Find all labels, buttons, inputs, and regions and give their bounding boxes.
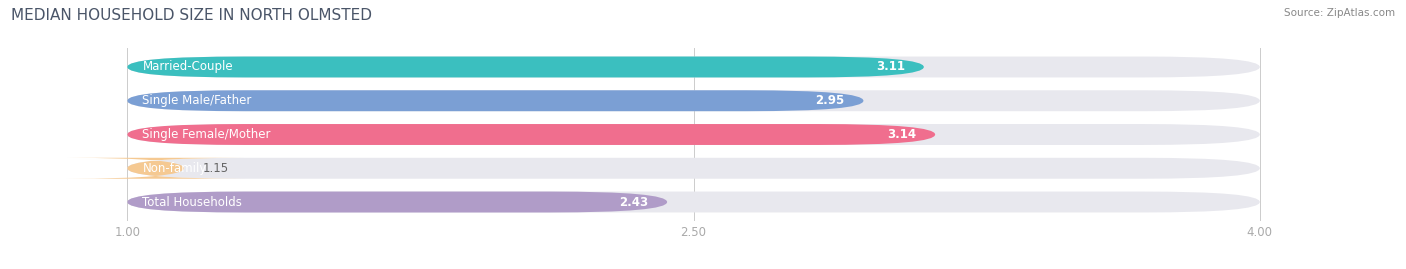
Text: MEDIAN HOUSEHOLD SIZE IN NORTH OLMSTED: MEDIAN HOUSEHOLD SIZE IN NORTH OLMSTED	[11, 8, 373, 23]
FancyBboxPatch shape	[128, 56, 924, 77]
FancyBboxPatch shape	[128, 90, 1260, 111]
FancyBboxPatch shape	[128, 124, 935, 145]
Text: 2.43: 2.43	[619, 196, 648, 208]
FancyBboxPatch shape	[128, 192, 666, 213]
FancyBboxPatch shape	[128, 90, 863, 111]
Text: 1.15: 1.15	[202, 162, 229, 175]
FancyBboxPatch shape	[128, 192, 1260, 213]
Text: 2.95: 2.95	[815, 94, 845, 107]
FancyBboxPatch shape	[128, 124, 1260, 145]
Text: Married-Couple: Married-Couple	[142, 61, 233, 73]
FancyBboxPatch shape	[128, 158, 1260, 179]
FancyBboxPatch shape	[67, 158, 245, 179]
Text: 3.14: 3.14	[887, 128, 917, 141]
Text: Non-family: Non-family	[142, 162, 207, 175]
Text: 3.11: 3.11	[876, 61, 905, 73]
Text: Single Female/Mother: Single Female/Mother	[142, 128, 271, 141]
Text: Total Households: Total Households	[142, 196, 242, 208]
FancyBboxPatch shape	[128, 56, 1260, 77]
Text: Single Male/Father: Single Male/Father	[142, 94, 252, 107]
Text: Source: ZipAtlas.com: Source: ZipAtlas.com	[1284, 8, 1395, 18]
